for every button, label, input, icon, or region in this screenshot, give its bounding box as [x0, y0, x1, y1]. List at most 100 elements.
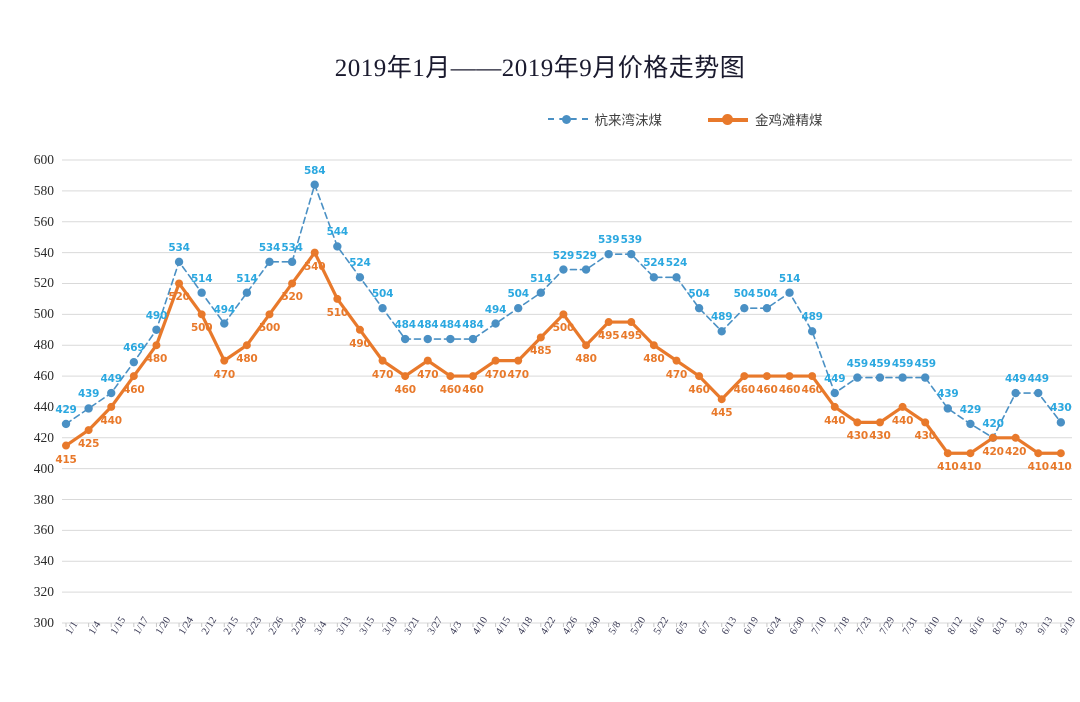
data-point-label: 410 [937, 461, 959, 474]
data-point-marker[interactable] [898, 402, 907, 411]
data-point-marker[interactable] [875, 418, 884, 427]
data-point-marker[interactable] [423, 356, 432, 365]
data-point-label: 449 [1004, 373, 1027, 386]
data-point-marker[interactable] [830, 388, 839, 398]
data-point-marker[interactable] [107, 388, 116, 398]
data-point-marker[interactable] [1011, 433, 1020, 442]
data-point-label: 429 [959, 403, 982, 416]
data-point-marker[interactable] [287, 257, 297, 267]
data-point-marker[interactable] [265, 310, 274, 319]
data-point-marker[interactable] [491, 356, 500, 365]
data-point-marker[interactable] [446, 334, 455, 344]
data-point-marker[interactable] [1034, 388, 1043, 398]
data-point-marker[interactable] [1056, 449, 1065, 458]
data-point-marker[interactable] [333, 294, 342, 303]
data-point-marker[interactable] [853, 418, 862, 427]
data-point-marker[interactable] [649, 273, 659, 282]
data-point-marker[interactable] [989, 433, 998, 442]
data-point-marker[interactable] [785, 372, 794, 381]
data-point-marker[interactable] [242, 288, 252, 297]
data-point-marker[interactable] [581, 265, 591, 274]
data-point-marker[interactable] [1011, 388, 1020, 398]
data-point-marker[interactable] [582, 341, 591, 350]
data-point-marker[interactable] [84, 426, 93, 435]
data-point-label: 494 [484, 303, 507, 316]
data-point-label: 470 [213, 368, 236, 381]
data-point-marker[interactable] [333, 242, 342, 251]
data-point-marker[interactable] [1034, 449, 1043, 458]
data-point-marker[interactable] [220, 319, 229, 328]
data-point-marker[interactable] [762, 372, 771, 381]
data-point-marker[interactable] [559, 265, 568, 274]
data-point-marker[interactable] [197, 310, 206, 319]
data-point-marker[interactable] [61, 419, 71, 429]
legend-item-jinjitan[interactable]: 金鸡滩精煤 [708, 109, 823, 129]
data-point-marker[interactable] [491, 319, 500, 328]
data-point-marker[interactable] [355, 325, 364, 334]
data-point-marker[interactable] [378, 356, 387, 365]
data-point-marker[interactable] [242, 341, 251, 350]
data-point-marker[interactable] [943, 449, 952, 458]
data-point-marker[interactable] [762, 303, 772, 313]
data-point-marker[interactable] [717, 395, 726, 404]
data-point-marker[interactable] [627, 318, 636, 327]
data-point-marker[interactable] [921, 418, 930, 427]
data-point-marker[interactable] [152, 325, 161, 334]
data-point-marker[interactable] [468, 334, 478, 344]
data-point-marker[interactable] [468, 372, 477, 381]
data-point-marker[interactable] [536, 288, 546, 297]
data-point-marker[interactable] [694, 303, 704, 313]
data-point-marker[interactable] [649, 341, 658, 350]
data-point-marker[interactable] [400, 334, 410, 344]
data-point-marker[interactable] [808, 372, 817, 381]
data-point-marker[interactable] [310, 180, 319, 189]
data-point-marker[interactable] [129, 372, 138, 381]
data-point-label: 469 [123, 342, 145, 355]
data-point-marker[interactable] [174, 257, 184, 267]
data-point-marker[interactable] [695, 372, 704, 381]
data-point-marker[interactable] [672, 273, 681, 282]
data-point-marker[interactable] [355, 273, 365, 282]
data-point-label: 485 [530, 345, 552, 358]
data-point-marker[interactable] [943, 404, 952, 413]
data-point-marker[interactable] [310, 248, 319, 257]
data-point-marker[interactable] [807, 327, 817, 336]
data-point-marker[interactable] [966, 449, 975, 458]
data-point-marker[interactable] [627, 249, 636, 259]
data-point-marker[interactable] [717, 327, 726, 336]
data-point-marker[interactable] [559, 310, 568, 319]
data-point-marker[interactable] [220, 356, 229, 365]
data-point-marker[interactable] [898, 373, 907, 382]
data-point-marker[interactable] [740, 303, 749, 313]
data-point-label: 449 [824, 373, 846, 386]
data-point-marker[interactable] [152, 341, 161, 350]
data-point-marker[interactable] [875, 373, 885, 382]
data-point-marker[interactable] [536, 333, 545, 342]
data-point-marker[interactable] [84, 404, 93, 413]
data-point-marker[interactable] [966, 419, 975, 429]
data-point-marker[interactable] [514, 303, 523, 313]
data-point-marker[interactable] [197, 288, 206, 297]
data-point-marker[interactable] [175, 279, 184, 288]
data-point-marker[interactable] [785, 288, 794, 297]
data-point-marker[interactable] [514, 356, 523, 365]
data-point-marker[interactable] [740, 372, 749, 381]
data-point-label: 539 [620, 234, 643, 247]
data-point-marker[interactable] [853, 373, 862, 382]
data-point-marker[interactable] [107, 402, 116, 411]
data-point-marker[interactable] [446, 372, 455, 381]
data-point-marker[interactable] [672, 356, 681, 365]
data-point-marker[interactable] [1056, 418, 1066, 427]
data-point-marker[interactable] [129, 357, 139, 367]
data-point-marker[interactable] [830, 402, 839, 411]
data-point-marker[interactable] [288, 279, 297, 288]
data-point-marker[interactable] [604, 318, 613, 327]
legend-item-hanglaiwan[interactable]: 杭来湾沫煤 [547, 109, 662, 129]
data-point-marker[interactable] [62, 441, 70, 450]
data-point-marker[interactable] [920, 373, 930, 382]
data-point-marker[interactable] [265, 257, 274, 267]
data-point-marker[interactable] [423, 334, 432, 344]
data-point-marker[interactable] [604, 249, 613, 259]
data-point-marker[interactable] [401, 372, 410, 381]
data-point-marker[interactable] [378, 303, 387, 313]
